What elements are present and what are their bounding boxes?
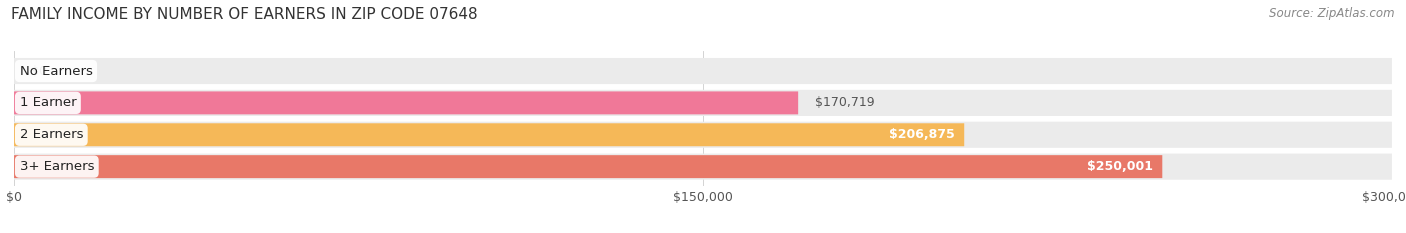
FancyBboxPatch shape [14,91,799,114]
Text: 3+ Earners: 3+ Earners [20,160,94,173]
Text: No Earners: No Earners [20,65,93,78]
Text: $206,875: $206,875 [889,128,955,141]
Text: 1 Earner: 1 Earner [20,96,76,110]
FancyBboxPatch shape [14,123,965,146]
FancyBboxPatch shape [14,155,1163,178]
Text: $0: $0 [31,65,46,78]
Text: FAMILY INCOME BY NUMBER OF EARNERS IN ZIP CODE 07648: FAMILY INCOME BY NUMBER OF EARNERS IN ZI… [11,7,478,22]
Text: $250,001: $250,001 [1087,160,1153,173]
FancyBboxPatch shape [14,154,1392,180]
FancyBboxPatch shape [14,90,1392,116]
FancyBboxPatch shape [14,58,1392,84]
FancyBboxPatch shape [14,122,1392,148]
Text: Source: ZipAtlas.com: Source: ZipAtlas.com [1270,7,1395,20]
Text: $170,719: $170,719 [814,96,875,110]
Text: 2 Earners: 2 Earners [20,128,83,141]
